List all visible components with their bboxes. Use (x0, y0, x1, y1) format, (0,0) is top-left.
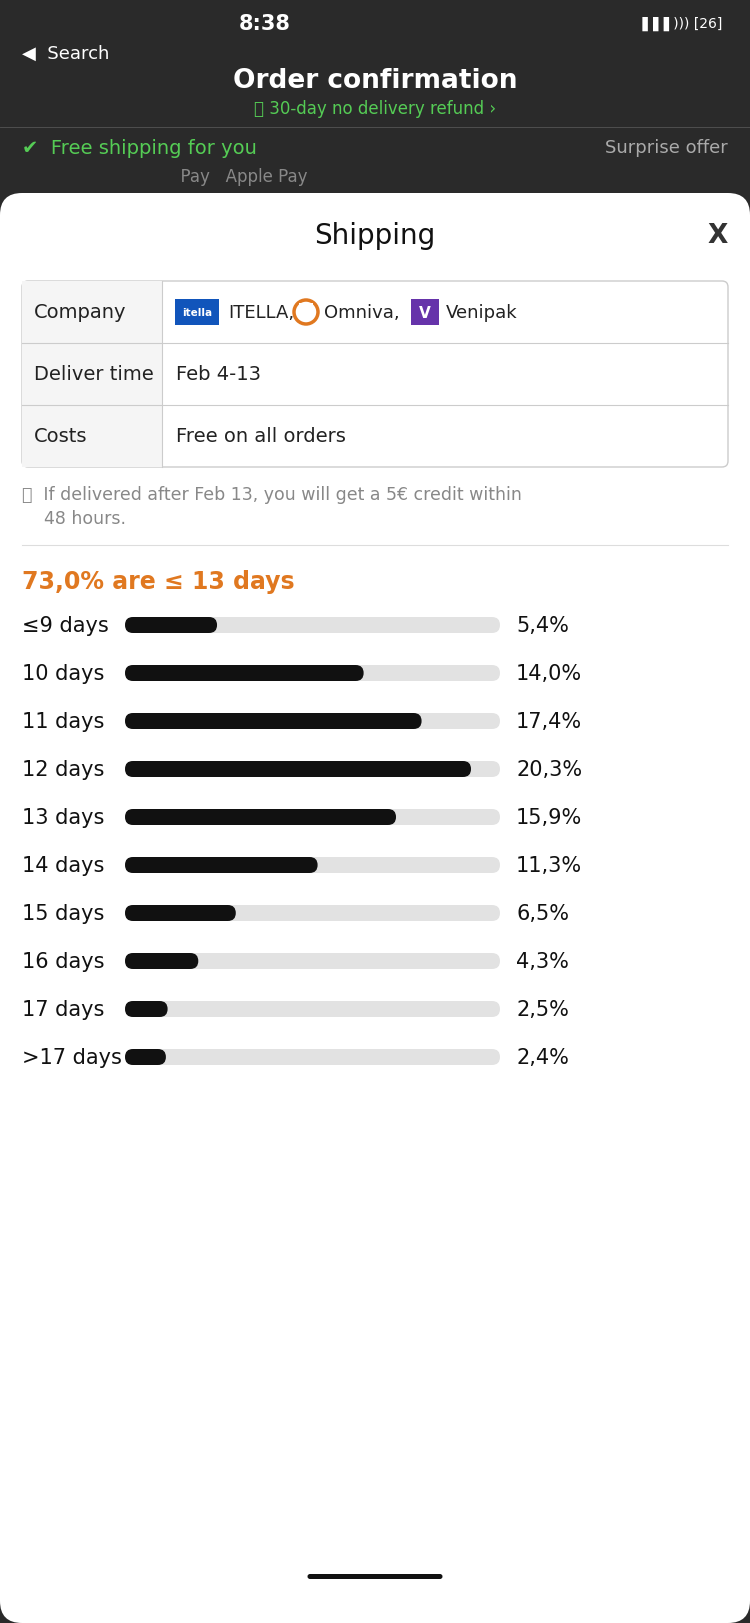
FancyBboxPatch shape (22, 406, 162, 467)
FancyBboxPatch shape (0, 193, 750, 1623)
Text: Surprise offer: Surprise offer (605, 140, 728, 157)
FancyBboxPatch shape (125, 665, 364, 682)
Text: >17 days: >17 days (22, 1047, 122, 1068)
Text: V: V (419, 305, 430, 320)
Text: Costs: Costs (34, 427, 88, 446)
Text: 10 days: 10 days (22, 664, 104, 683)
Text: ≤9 days: ≤9 days (22, 615, 109, 636)
Text: Company: Company (34, 304, 127, 323)
Text: 14,0%: 14,0% (516, 664, 582, 683)
Text: 6,5%: 6,5% (516, 904, 569, 923)
Text: ▐▐▐ ))) [26]: ▐▐▐ ))) [26] (638, 16, 723, 31)
Text: Shipping: Shipping (314, 222, 436, 250)
Text: X: X (708, 222, 728, 248)
FancyBboxPatch shape (125, 1001, 500, 1018)
FancyBboxPatch shape (22, 282, 728, 467)
FancyBboxPatch shape (125, 810, 396, 826)
Text: 5,4%: 5,4% (516, 615, 568, 636)
Text: 48 hours.: 48 hours. (22, 510, 126, 527)
Text: ⓘ  If delivered after Feb 13, you will get a 5€ credit within: ⓘ If delivered after Feb 13, you will ge… (22, 485, 522, 503)
FancyBboxPatch shape (22, 282, 162, 344)
Text: ◀  Search: ◀ Search (22, 45, 110, 63)
FancyBboxPatch shape (125, 665, 500, 682)
Text: 13 days: 13 days (22, 808, 104, 828)
Text: Omniva,: Omniva, (324, 304, 400, 321)
Text: itella: itella (182, 308, 212, 318)
FancyBboxPatch shape (125, 1001, 167, 1018)
FancyBboxPatch shape (125, 761, 471, 777)
FancyBboxPatch shape (125, 953, 198, 969)
FancyBboxPatch shape (125, 953, 500, 969)
Text: Deliver time: Deliver time (34, 365, 154, 385)
Text: ITELLA,: ITELLA, (228, 304, 294, 321)
FancyBboxPatch shape (125, 1050, 500, 1065)
Text: 15,9%: 15,9% (516, 808, 582, 828)
Text: Feb 4-13: Feb 4-13 (176, 365, 261, 385)
FancyBboxPatch shape (125, 618, 500, 633)
FancyBboxPatch shape (125, 857, 317, 873)
FancyBboxPatch shape (175, 300, 219, 326)
Text: 16 days: 16 days (22, 951, 104, 972)
Text: Free on all orders: Free on all orders (176, 427, 346, 446)
Text: Pay   Apple Pay: Pay Apple Pay (170, 167, 308, 187)
FancyBboxPatch shape (125, 906, 500, 922)
Text: 8:38: 8:38 (239, 15, 291, 34)
Text: 73,0% are ≤ 13 days: 73,0% are ≤ 13 days (22, 570, 295, 594)
FancyBboxPatch shape (299, 304, 313, 318)
FancyBboxPatch shape (125, 761, 500, 777)
FancyBboxPatch shape (125, 714, 500, 730)
FancyBboxPatch shape (125, 618, 217, 633)
Text: 2,5%: 2,5% (516, 1000, 568, 1019)
Text: 2,4%: 2,4% (516, 1047, 568, 1068)
Text: 11 days: 11 days (22, 711, 104, 732)
FancyBboxPatch shape (125, 810, 500, 826)
Text: 11,3%: 11,3% (516, 855, 582, 875)
Text: 14 days: 14 days (22, 855, 104, 875)
Text: Order confirmation: Order confirmation (232, 68, 518, 94)
Text: 17 days: 17 days (22, 1000, 104, 1019)
FancyBboxPatch shape (308, 1574, 442, 1579)
FancyBboxPatch shape (125, 714, 422, 730)
FancyBboxPatch shape (125, 857, 500, 873)
Text: 4,3%: 4,3% (516, 951, 568, 972)
Text: 15 days: 15 days (22, 904, 104, 923)
FancyBboxPatch shape (411, 300, 439, 326)
Text: 17,4%: 17,4% (516, 711, 582, 732)
FancyBboxPatch shape (125, 1050, 166, 1065)
Text: 12 days: 12 days (22, 760, 104, 779)
FancyBboxPatch shape (22, 344, 162, 406)
Text: 📦 30-day no delivery refund ›: 📦 30-day no delivery refund › (254, 101, 496, 118)
Text: 20,3%: 20,3% (516, 760, 582, 779)
Text: ✔  Free shipping for you: ✔ Free shipping for you (22, 138, 256, 157)
Text: Venipak: Venipak (446, 304, 518, 321)
FancyBboxPatch shape (125, 906, 236, 922)
